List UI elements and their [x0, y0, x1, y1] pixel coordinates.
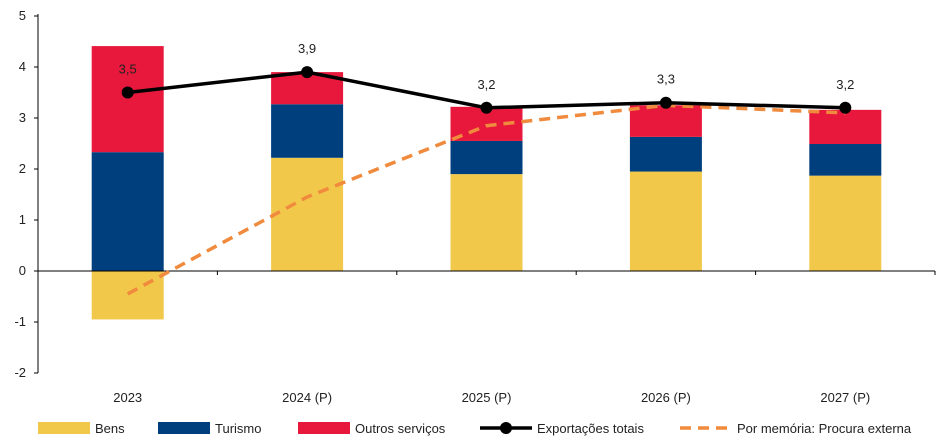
legend-swatch-outros-servi-os	[298, 422, 350, 434]
legend-label-exporta-es-totais: Exportações totais	[537, 421, 644, 436]
bar-turismo-4	[809, 144, 882, 176]
bar-bens-4	[809, 175, 882, 271]
legend-marker-exporta-es-totais	[500, 422, 512, 434]
y-tick-label: -1	[14, 314, 26, 329]
data-label-exportacoes-0: 3,5	[119, 62, 137, 77]
bar-bens-1	[271, 157, 344, 271]
x-tick-label: 2024 (P)	[282, 390, 332, 405]
y-tick-label: 0	[19, 263, 26, 278]
bar-bens-3	[629, 171, 702, 271]
legend-swatch-bens	[38, 422, 90, 434]
legend-label-por-mem-ria-procura-externa: Por memória: Procura externa	[737, 421, 912, 436]
legend-swatch-turismo	[158, 422, 210, 434]
data-label-exportacoes-1: 3,9	[298, 41, 316, 56]
legend: Bens Turismo Outros serviços Exportações to…	[38, 421, 912, 436]
x-tick-label: 2023	[113, 390, 142, 405]
y-tick-label: 1	[19, 212, 26, 227]
data-label-exportacoes-4: 3,2	[836, 77, 854, 92]
x-tick-label: 2027 (P)	[820, 390, 870, 405]
point-exportacoes-totais-2	[480, 101, 493, 114]
y-tick-label: 2	[19, 161, 26, 176]
y-tick-label: -2	[14, 365, 26, 380]
y-tick-label: 4	[19, 59, 26, 74]
point-exportacoes-totais-4	[839, 101, 852, 114]
legend-label-turismo: Turismo	[215, 421, 261, 436]
bars-layer	[91, 46, 882, 320]
bar-turismo-3	[629, 136, 702, 172]
lines-layer	[121, 66, 852, 296]
point-exportacoes-totais-0	[121, 86, 134, 99]
data-label-exportacoes-3: 3,3	[657, 72, 675, 87]
bar-turismo-0	[91, 152, 164, 271]
bar-turismo-1	[271, 104, 344, 158]
data-label-exportacoes-2: 3,2	[477, 77, 495, 92]
axes-layer: -2 -1 0 1 2 3 4 5 2023 2024 (P) 2025 (P) 2026 (P) 20…	[14, 8, 936, 405]
y-tick-label: 3	[19, 110, 26, 125]
bar-bens-2	[450, 174, 523, 271]
bar-bens-0	[91, 271, 164, 320]
x-tick-label: 2026 (P)	[641, 390, 691, 405]
bar-outros-servi-os-3	[629, 105, 702, 137]
data-labels-layer: 3,5 3,9 3,2 3,3 3,2	[119, 41, 855, 92]
bar-turismo-2	[450, 140, 523, 175]
x-tick-label: 2025 (P)	[462, 390, 512, 405]
y-tick-label: 5	[19, 8, 26, 23]
point-exportacoes-totais-1	[301, 66, 314, 79]
legend-label-outros-servi-os: Outros serviços	[355, 421, 446, 436]
bar-outros-servi-os-0	[91, 46, 164, 153]
bar-outros-servi-os-4	[809, 109, 882, 145]
point-exportacoes-totais-3	[659, 96, 672, 109]
legend-label-bens: Bens	[95, 421, 125, 436]
line-procura-externa	[126, 103, 846, 296]
